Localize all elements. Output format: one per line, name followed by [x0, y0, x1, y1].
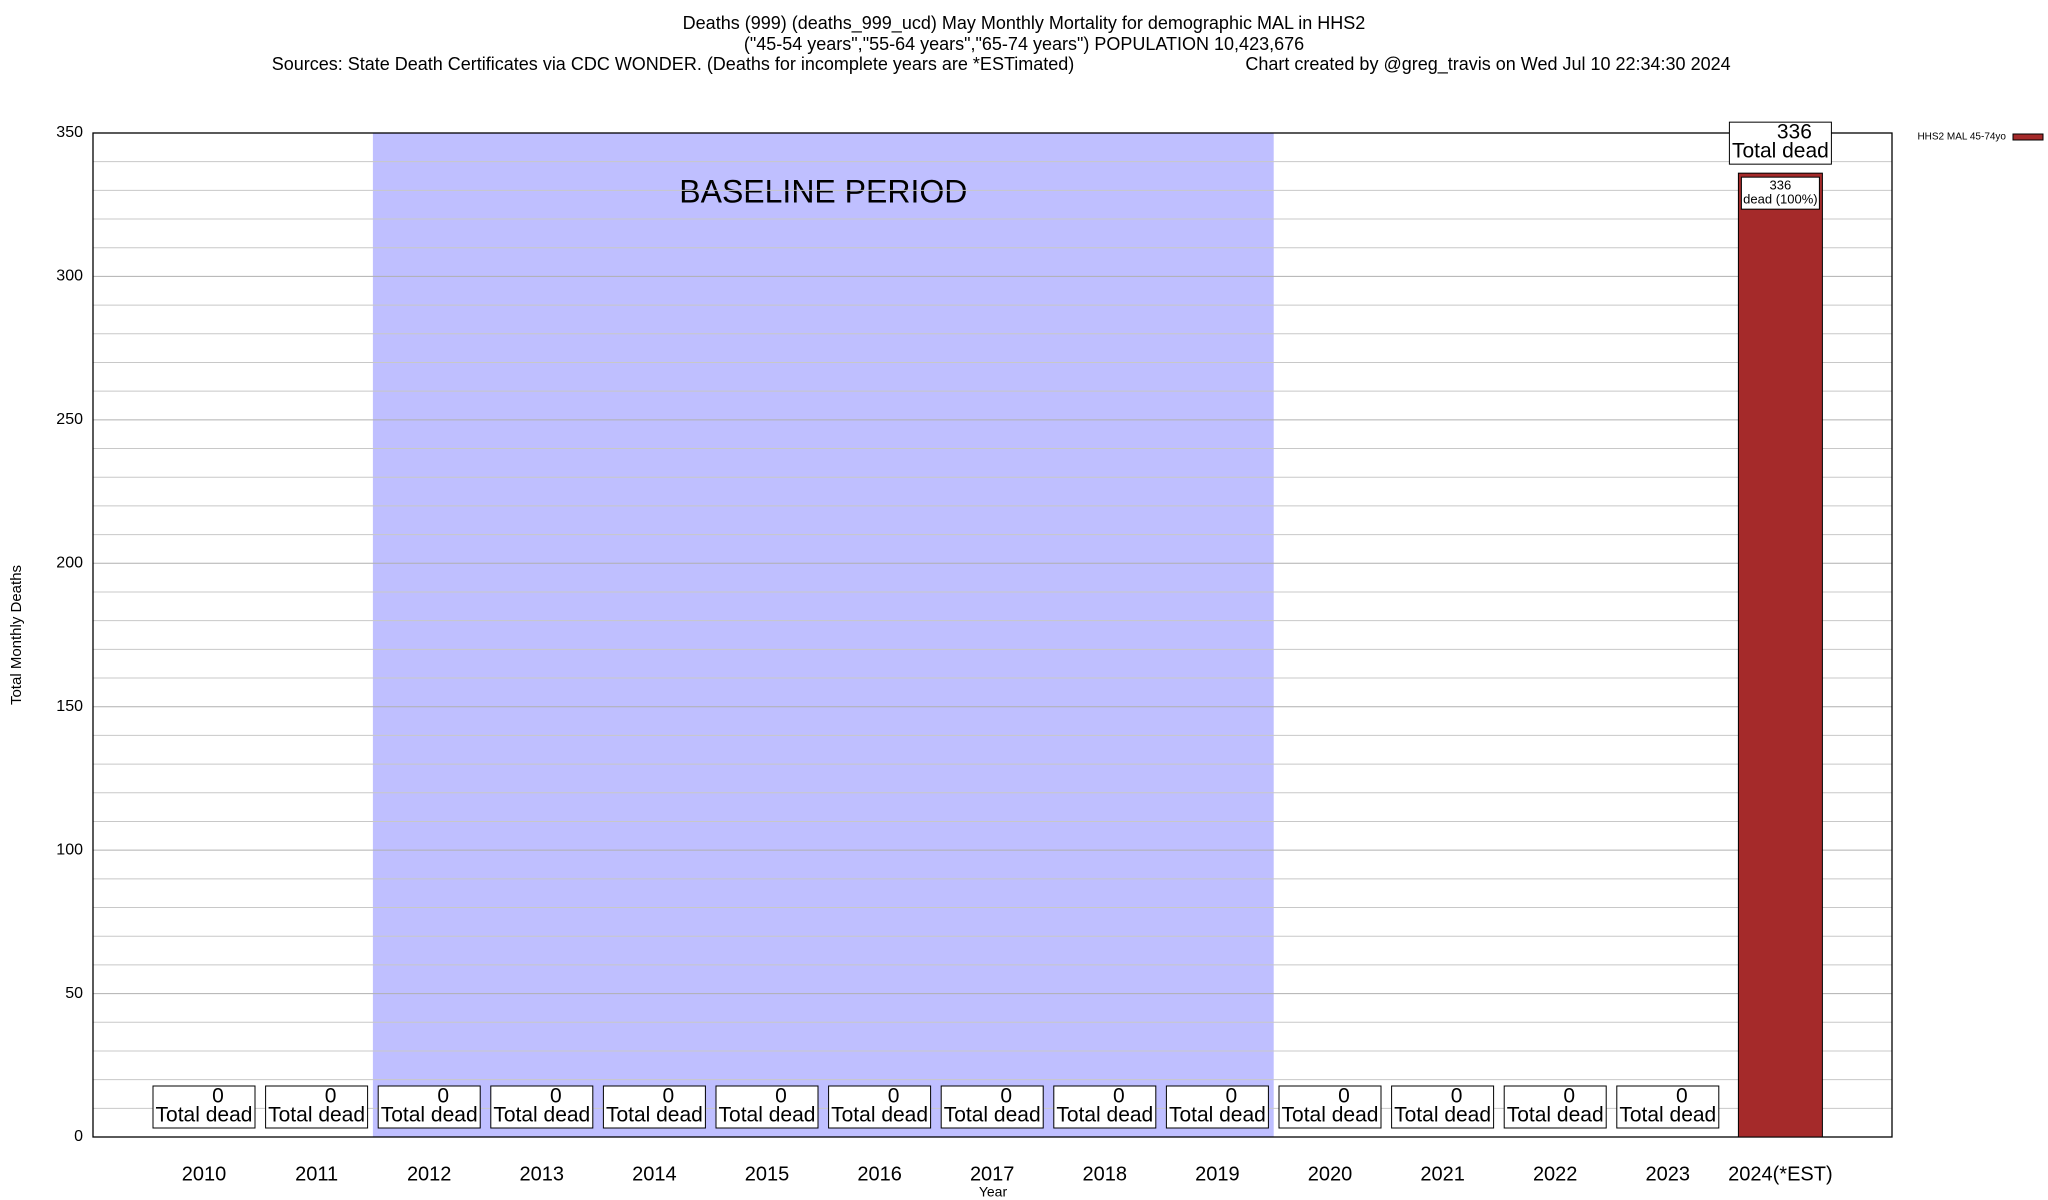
- y-tick-label: 300: [56, 268, 83, 285]
- x-tick-label: 2012: [407, 1163, 452, 1185]
- x-tick-label: 2013: [520, 1163, 565, 1185]
- total-text: Total dead: [156, 1104, 253, 1127]
- y-tick-label: 200: [56, 555, 83, 572]
- total-text: Total dead: [493, 1104, 590, 1127]
- y-tick-label: 50: [65, 985, 83, 1002]
- total-text: Total dead: [944, 1104, 1041, 1127]
- plot-frame: [92, 132, 1893, 1138]
- total-box: [940, 1085, 1044, 1129]
- total-box: [1278, 1085, 1382, 1129]
- total-box: [1616, 1085, 1720, 1129]
- x-tick-label: 2016: [857, 1163, 902, 1185]
- legend-swatch: [2012, 133, 2044, 141]
- bar: [1737, 172, 1823, 1138]
- total-value: 0: [1451, 1085, 1463, 1108]
- x-tick-label: 2018: [1083, 1163, 1128, 1185]
- total-box: [490, 1085, 594, 1129]
- total-text: Total dead: [1169, 1104, 1266, 1127]
- total-text: Total dead: [381, 1104, 478, 1127]
- total-value: 0: [1000, 1085, 1012, 1108]
- total-box: [152, 1085, 256, 1129]
- total-value: 0: [1113, 1085, 1125, 1108]
- y-tick-label: 250: [56, 411, 83, 428]
- x-tick-label: 2014: [632, 1163, 677, 1185]
- total-box: [1165, 1085, 1269, 1129]
- y-tick-label: 150: [56, 698, 83, 715]
- x-tick-label: 2010: [182, 1163, 227, 1185]
- y-axis-label: Total Monthly Deaths: [8, 565, 25, 705]
- total-value: 0: [212, 1085, 224, 1108]
- total-box: [828, 1085, 932, 1129]
- segment-text: dead (100%): [1743, 192, 1817, 207]
- total-value: 0: [888, 1085, 900, 1108]
- x-tick-label: 2019: [1195, 1163, 1240, 1185]
- total-text: Total dead: [831, 1104, 928, 1127]
- baseline-period: [372, 133, 1274, 1137]
- total-value: 0: [437, 1085, 449, 1108]
- total-box: [1503, 1085, 1607, 1129]
- chart-subtitle: ("45-54 years","55-64 years","65-74 year…: [744, 34, 1304, 54]
- x-tick-label: 2011: [295, 1163, 338, 1185]
- total-text: Total dead: [606, 1104, 703, 1127]
- total-value: 0: [1338, 1085, 1350, 1108]
- total-value: 0: [663, 1085, 675, 1108]
- x-tick-label: 2021: [1420, 1163, 1465, 1185]
- chart-title: Deaths (999) (deaths_999_ucd) May Monthl…: [683, 13, 1366, 34]
- total-box: [1053, 1085, 1157, 1129]
- total-box: [1391, 1085, 1495, 1129]
- total-box: [602, 1085, 706, 1129]
- total-text: Total dead: [1619, 1104, 1716, 1127]
- total-value: 0: [1226, 1085, 1238, 1108]
- total-text: Total dead: [719, 1104, 816, 1127]
- total-box: [265, 1085, 369, 1129]
- total-text: Total dead: [1394, 1104, 1491, 1127]
- x-tick-label: 2017: [970, 1163, 1015, 1185]
- total-value: 0: [325, 1085, 337, 1108]
- y-tick-label: 0: [74, 1128, 83, 1145]
- total-text: Total dead: [1732, 140, 1829, 163]
- x-tick-label: 2022: [1533, 1163, 1578, 1185]
- x-tick-label: 2020: [1308, 1163, 1353, 1185]
- total-text: Total dead: [1056, 1104, 1153, 1127]
- baseline-label: BASELINE PERIOD: [679, 173, 967, 209]
- total-box: [1728, 121, 1832, 165]
- y-tick-label: 100: [56, 841, 83, 858]
- total-value: 0: [1563, 1085, 1575, 1108]
- x-tick-label: 2024(*EST): [1728, 1163, 1833, 1185]
- segment-value: 336: [1770, 178, 1792, 193]
- total-value: 0: [550, 1085, 562, 1108]
- total-value: 0: [1676, 1085, 1688, 1108]
- y-tick-label: 350: [56, 124, 83, 141]
- legend-label: HHS2 MAL 45-74yo: [1917, 132, 2006, 143]
- x-tick-label: 2023: [1646, 1163, 1691, 1185]
- total-text: Total dead: [1282, 1104, 1379, 1127]
- total-value: 336: [1777, 121, 1812, 144]
- x-axis-label: Year: [979, 1184, 1008, 1200]
- total-value: 0: [775, 1085, 787, 1108]
- segment-box: [1740, 176, 1820, 210]
- x-tick-label: 2015: [745, 1163, 790, 1185]
- total-text: Total dead: [268, 1104, 365, 1127]
- chart-source: Sources: State Death Certificates via CD…: [272, 54, 1075, 74]
- total-box: [715, 1085, 819, 1129]
- total-text: Total dead: [1507, 1104, 1604, 1127]
- total-box: [377, 1085, 481, 1129]
- chart-credit: Chart created by @greg_travis on Wed Jul…: [1245, 54, 1730, 75]
